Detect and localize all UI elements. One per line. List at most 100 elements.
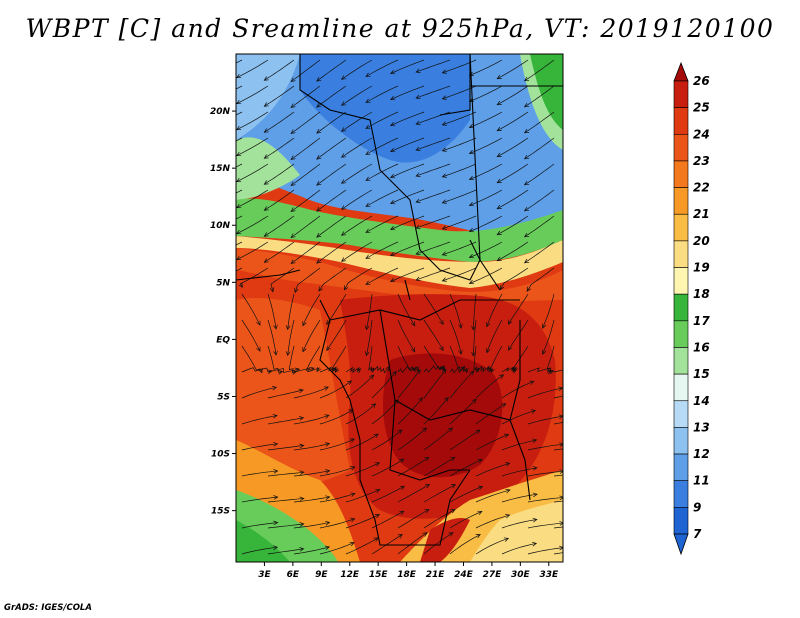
streamline-arrow (399, 510, 405, 516)
colorbar-swatch (673, 507, 689, 535)
streamline (316, 215, 347, 238)
streamline (236, 241, 269, 261)
wbpt-field (236, 54, 563, 562)
streamline-arrow (340, 231, 347, 236)
streamline-arrow (209, 253, 213, 257)
streamline-arrow (559, 495, 563, 501)
streamline (397, 369, 421, 399)
streamline (241, 522, 278, 529)
colorbar-label: 22 (693, 181, 710, 195)
streamline (423, 427, 453, 451)
streamline (423, 457, 455, 477)
streamline-arrow (209, 149, 213, 153)
streamline (290, 215, 321, 238)
streamline-arrow (415, 120, 421, 125)
streamline-arrow (505, 488, 511, 494)
streamline (449, 345, 465, 374)
streamline (264, 59, 295, 81)
streamline-arrow (263, 76, 269, 81)
streamline (501, 543, 537, 555)
streamline-arrow (523, 154, 530, 160)
streamline (318, 267, 347, 292)
streamline-arrow (464, 368, 469, 374)
streamline (341, 215, 373, 236)
streamline (316, 111, 347, 134)
streamline (415, 215, 451, 229)
streamline (293, 386, 329, 399)
streamline-arrow (209, 201, 213, 205)
streamline (475, 434, 509, 451)
streamline (415, 163, 451, 177)
streamline (267, 293, 277, 330)
colorbar-swatch (673, 400, 689, 428)
streamline (442, 111, 477, 126)
streamline (365, 267, 399, 285)
streamline (341, 137, 373, 158)
streamline-arrow (236, 99, 242, 105)
streamline-arrow (397, 533, 403, 539)
streamline (442, 163, 477, 178)
streamline-arrow (374, 514, 380, 519)
streamline (442, 215, 477, 230)
streamline (501, 410, 536, 425)
streamline (290, 85, 321, 108)
streamline-arrow (424, 456, 430, 462)
streamline-arrow (209, 97, 213, 101)
streamline (267, 389, 304, 399)
lon-tick-label: 27E (483, 570, 503, 580)
streamline (497, 241, 529, 262)
streamline (469, 163, 503, 180)
streamline-arrow (316, 232, 322, 238)
streamline-arrow (496, 230, 502, 236)
streamline (267, 471, 304, 477)
colorbar-top-triangle (673, 61, 689, 82)
streamline (316, 59, 347, 82)
lat-tick-label: 10N (210, 221, 231, 231)
streamline-arrow (236, 255, 242, 261)
streamline (527, 497, 563, 503)
streamline (365, 241, 399, 259)
streamline-arrow (389, 251, 396, 257)
streamline-arrow (290, 129, 296, 134)
streamline (475, 538, 509, 555)
streamline-arrow (389, 199, 396, 205)
streamline-arrow (397, 429, 403, 435)
lon-tick-label: 33E (539, 570, 559, 580)
streamline-arrow (273, 441, 279, 447)
streamline-arrow (471, 351, 476, 357)
streamline (241, 546, 278, 555)
streamline (236, 137, 269, 157)
colorbar-swatch (673, 347, 689, 375)
streamline-arrow (477, 458, 483, 464)
streamline-arrow (441, 147, 447, 152)
streamline-arrow (477, 510, 483, 516)
streamline-arrow (532, 517, 538, 523)
streamline (264, 85, 295, 107)
streamline (415, 59, 451, 73)
streamline-arrow (439, 319, 444, 326)
streamline (390, 85, 425, 100)
streamline-arrow (389, 173, 396, 179)
streamline-arrow (441, 251, 447, 256)
streamline (397, 397, 423, 425)
streamline (236, 59, 243, 64)
streamline (415, 267, 451, 281)
streamline-arrow (389, 277, 396, 283)
streamline-arrow (415, 276, 421, 281)
streamline-arrow (389, 225, 396, 231)
streamline (241, 319, 261, 352)
streamline (316, 241, 347, 264)
streamline-arrow (323, 386, 329, 391)
streamline (236, 215, 269, 235)
streamline (267, 498, 304, 503)
streamline-arrow (365, 176, 371, 181)
streamline (553, 448, 563, 451)
streamline (527, 470, 563, 477)
colorbar-label: 25 (693, 101, 710, 115)
streamline-arrow (496, 100, 502, 106)
streamline (497, 189, 529, 210)
streamline-arrow (468, 253, 475, 259)
streamline-arrow (263, 154, 269, 159)
streamline-arrow (350, 466, 356, 471)
streamlines (209, 59, 563, 555)
